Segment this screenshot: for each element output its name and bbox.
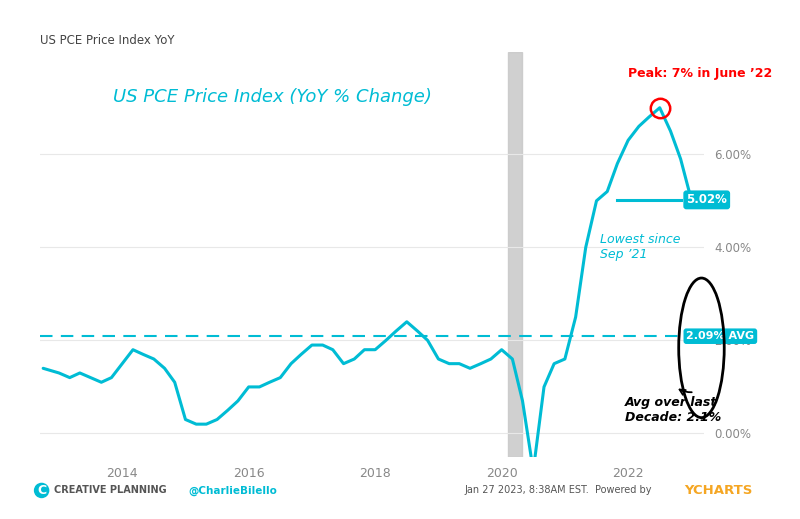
- Text: US PCE Price Index YoY: US PCE Price Index YoY: [40, 34, 174, 47]
- Text: C: C: [37, 484, 46, 497]
- Text: US PCE Price Index (YoY % Change): US PCE Price Index (YoY % Change): [113, 88, 432, 106]
- Text: 5.02%: 5.02%: [686, 194, 727, 207]
- Text: Avg over last
Decade: 2.1%: Avg over last Decade: 2.1%: [625, 396, 722, 424]
- Text: Lowest since
Sep ’21: Lowest since Sep ’21: [600, 234, 680, 262]
- Text: 2.09% AVG: 2.09% AVG: [686, 331, 754, 341]
- Text: YCHARTS: YCHARTS: [684, 484, 752, 497]
- Text: @CharlieBilello: @CharlieBilello: [188, 485, 277, 496]
- Text: Peak: 7% in June ’22: Peak: 7% in June ’22: [628, 67, 772, 80]
- Text: CREATIVE PLANNING: CREATIVE PLANNING: [54, 485, 167, 496]
- Text: Jan 27 2023, 8:38AM EST.  Powered by: Jan 27 2023, 8:38AM EST. Powered by: [464, 485, 654, 496]
- Bar: [508, 52, 522, 457]
